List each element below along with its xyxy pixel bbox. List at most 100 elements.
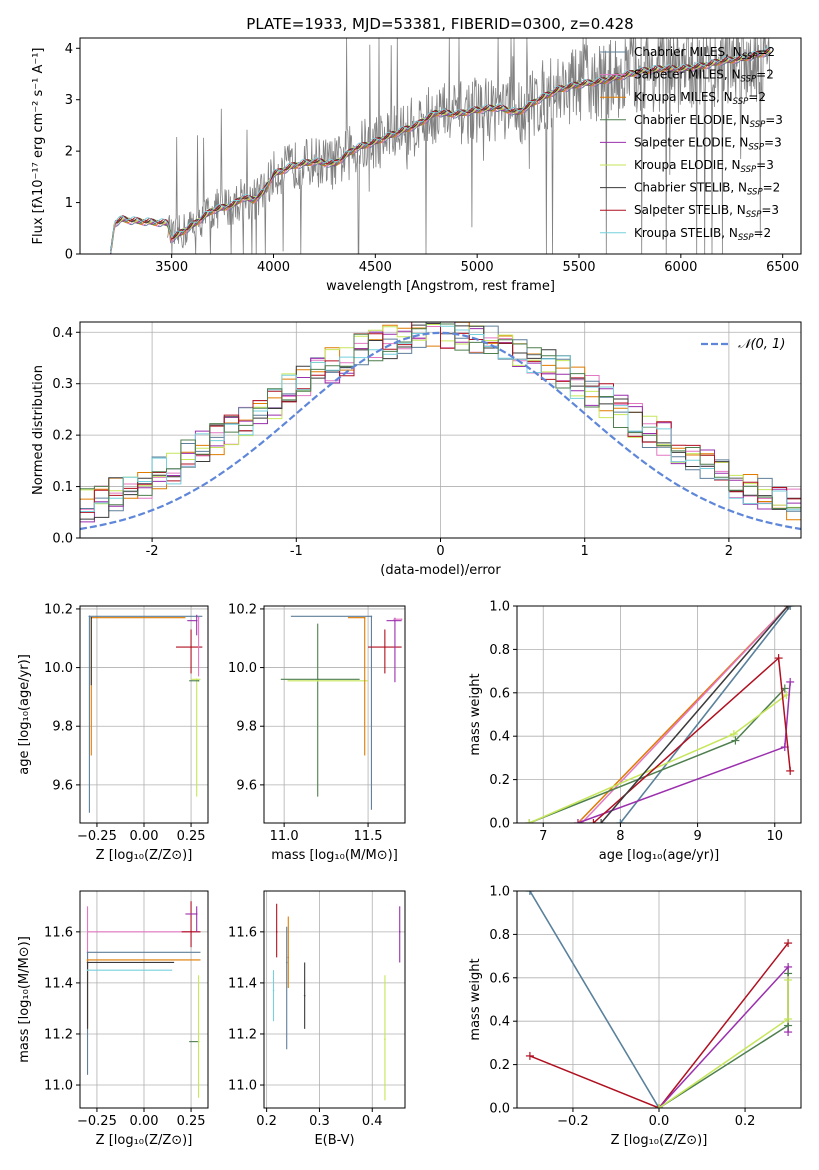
residuals-ytick-label: 0.0 <box>52 532 73 547</box>
residuals-ytick-label: 0.1 <box>52 480 73 495</box>
massweight_vs_Z-ytick-label: 0.6 <box>489 971 510 986</box>
legend-entry: Chabrier MILES, NSSP=2 <box>634 45 775 62</box>
age_vs_mass-xtick-label: 11.0 <box>270 829 299 844</box>
mass_vs_ebv-xtick-label: 0.4 <box>362 1114 383 1129</box>
legend-subscript: SSP <box>733 97 749 107</box>
mass_vs_Z-panel: −0.25 0.00 0.25 11.0 11.2 11.4 11.6 Z [log₁₀(Z/… <box>17 890 209 1148</box>
massweight_vs_Z-ytick-label: 0.4 <box>489 1015 510 1030</box>
massweight_vs_age-xlabel: age [log₁₀(age/yr)] <box>599 848 720 863</box>
massweight_vs_Z-xlabel: Z [log₁₀(Z/Z⊙)] <box>611 1133 708 1148</box>
spectrum-ytick-label: 2 <box>65 145 73 160</box>
legend-suffix: =3 <box>756 158 774 172</box>
legend-subscript: SSP <box>750 120 766 130</box>
age_vs_mass-ytick-label: 9.8 <box>236 720 257 735</box>
massweight_vs_age-xtick-label: 8 <box>616 829 624 844</box>
massweight_vs_Z-ytick-label: 1.0 <box>489 885 510 900</box>
massweight_vs_Z-panel: −0.2 0.0 0.2 0.0 0.2 0.4 0.6 0.8 1.0 Z [log₁₀(Z/Z… <box>468 885 802 1148</box>
legend-subscript: SSP <box>741 165 757 175</box>
legend-suffix: =3 <box>765 113 783 127</box>
spectrum-xtick-label: 6000 <box>664 260 697 275</box>
legend-label: Chabrier MILES, N <box>634 45 742 59</box>
spectrum-ytick-label: 1 <box>65 196 73 211</box>
mass_vs_Z-point <box>86 931 89 933</box>
massweight_vs_age-xtick-label: 7 <box>539 829 547 844</box>
age_vs_mass-point <box>316 679 319 682</box>
legend-subscript: SSP <box>741 75 757 85</box>
residual-histogram <box>80 322 801 509</box>
age_vs_Z-xtick-label: −0.25 <box>77 829 117 844</box>
massweight_vs_age-series-line <box>600 606 789 823</box>
legend-entry: Salpeter ELODIE, NSSP=3 <box>634 135 782 152</box>
mass_vs_ebv-xtick-label: 0.2 <box>256 1114 277 1129</box>
legend-subscript: SSP <box>738 233 754 243</box>
massweight_vs_age-ytick-label: 0.6 <box>489 686 510 701</box>
age_vs_mass-point <box>384 646 386 648</box>
residuals-ytick-label: 0.2 <box>52 429 73 444</box>
spectrum-ytick-label: 4 <box>65 42 73 57</box>
mass_vs_Z-xlabel: Z [log₁₀(Z/Z⊙)] <box>96 1133 193 1148</box>
figure-title: PLATE=1933, MJD=53381, FIBERID=0300, z=0… <box>246 15 633 33</box>
massweight_vs_age-series-line <box>529 694 787 823</box>
mass_vs_Z-ytick-label: 11.4 <box>44 976 73 991</box>
legend-subscript: SSP <box>742 52 758 62</box>
mass_vs_Z-point <box>197 1040 200 1043</box>
mass_vs_ebv-point <box>398 931 401 933</box>
age_vs_Z-xlabel: Z [log₁₀(Z/Z⊙)] <box>96 848 193 863</box>
legend-subscript: SSP <box>746 210 762 220</box>
residuals-xtick-label: -2 <box>146 544 159 559</box>
spectrum-xtick-label: 4000 <box>257 260 290 275</box>
mass_vs_ebv-panel: 0.2 0.3 0.4 11.0 11.2 11.4 11.6 E(B-V) <box>228 890 406 1148</box>
massweight_vs_Z-xtick-label: 0.2 <box>735 1114 756 1129</box>
age_vs_Z-ytick-label: 9.8 <box>52 720 73 735</box>
massweight_vs_Z-ylabel: mass weight <box>468 958 483 1040</box>
age_vs_Z-ytick-label: 10.2 <box>44 602 73 617</box>
massweight_vs_Z-xtick-label: 0.0 <box>649 1114 670 1129</box>
legend-suffix: =2 <box>754 226 772 240</box>
residual-histogram <box>80 322 801 513</box>
residuals-xtick-label: 1 <box>581 544 589 559</box>
legend-entry: Salpeter STELIB, NSSP=3 <box>634 203 779 220</box>
massweight_vs_Z-series-line <box>658 980 789 1108</box>
legend-label: Salpeter ELODIE, N <box>634 135 748 149</box>
mass_vs_Z-point <box>86 969 89 971</box>
age_vs_mass-xlabel: mass [log₁₀(M/M⊙)] <box>271 848 398 863</box>
massweight_vs_age-series-line <box>581 606 789 823</box>
mass_vs_ebv-ytick-label: 11.0 <box>228 1079 257 1094</box>
residuals-ytick-label: 0.4 <box>52 326 73 341</box>
legend-suffix: =3 <box>764 135 782 149</box>
mass_vs_ebv-ytick-label: 11.2 <box>228 1027 257 1042</box>
age_vs_Z-ytick-label: 9.6 <box>52 778 73 793</box>
legend-subscript: SSP <box>747 188 763 198</box>
massweight_vs_Z-series-line <box>529 891 660 1108</box>
massweight_vs_age-ylabel: mass weight <box>468 673 483 755</box>
massweight_vs_Z-ytick-label: 0.0 <box>489 1102 510 1117</box>
residual-histogram <box>80 322 801 523</box>
massweight_vs_age-ytick-label: 0.0 <box>489 817 510 832</box>
residuals-xtick-label: -1 <box>290 544 303 559</box>
age_vs_mass-xtick-label: 11.5 <box>354 829 383 844</box>
legend-label: Kroupa ELODIE, N <box>634 158 741 172</box>
residuals-xtick-label: 2 <box>725 544 733 559</box>
spectrum-ytick-label: 3 <box>65 93 73 108</box>
age_vs_Z-point <box>197 679 200 682</box>
residual-histogram <box>80 322 801 512</box>
panels: 3500 4000 4500 5000 5500 6000 6500 0 1 2 3 4 wavelen… <box>17 37 802 1148</box>
legend-suffix: =3 <box>761 203 779 217</box>
legend-subscript: SSP <box>748 142 764 152</box>
spectrum-frame <box>79 37 802 255</box>
massweight_vs_age-xtick-label: 10 <box>766 829 783 844</box>
normal-legend-label: 𝒩(0, 1) <box>738 337 785 352</box>
age_vs_Z-ylabel: age [log₁₀(age/yr)] <box>17 654 32 775</box>
spectrum-data-line <box>167 38 771 254</box>
legend-entry: Chabrier ELODIE, NSSP=3 <box>634 113 783 130</box>
age_vs_Z-point <box>195 619 198 622</box>
mass_vs_ebv-point <box>384 1038 386 1040</box>
spectrum-xtick-label: 3500 <box>155 260 188 275</box>
mass_vs_Z-ytick-label: 11.6 <box>44 925 73 940</box>
legend-label: Kroupa STELIB, N <box>634 226 738 240</box>
mass_vs_Z-point <box>86 959 89 961</box>
massweight_vs_age-series-line <box>529 687 786 823</box>
legend-suffix: =2 <box>757 45 775 59</box>
age_vs_Z-point <box>90 616 93 619</box>
